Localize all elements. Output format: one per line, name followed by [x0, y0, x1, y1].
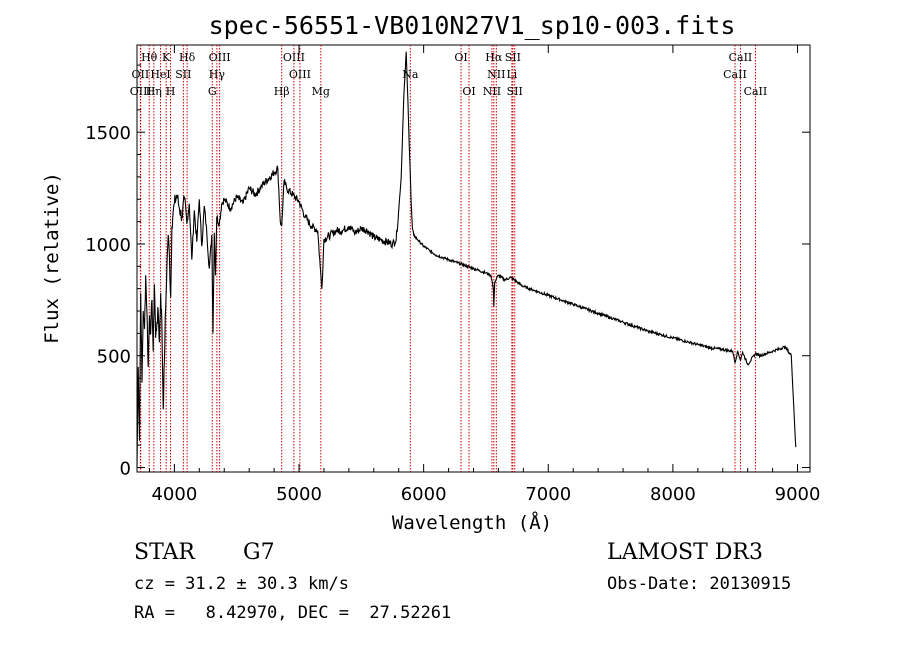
- y-axis-label: Flux (relative): [41, 172, 63, 344]
- spectral-line-label: CaII: [729, 51, 753, 64]
- spectral-line-label: Hβ: [274, 85, 290, 98]
- object-class: STAR: [134, 540, 195, 565]
- obs-date-text: Obs-Date: 20130915: [607, 574, 792, 594]
- spectral-line-label: G: [208, 85, 217, 98]
- coordinates-text: RA = 8.42970, DEC = 27.52261: [134, 603, 452, 623]
- survey-name: LAMOST DR3: [607, 540, 763, 565]
- x-tick-label: 9000: [775, 484, 821, 505]
- spectral-line-label: NII: [483, 85, 501, 98]
- spectral-lines: [139, 45, 756, 472]
- spectral-line-label: Mg: [312, 85, 330, 98]
- spectral-line-label: Hη: [146, 85, 162, 98]
- spectral-line-label: Hα: [485, 51, 503, 64]
- spectral-line-label: Hθ: [141, 51, 158, 64]
- axis-ticks: 4000 5000 6000 7000 8000 9000 0 500 1000 1500: [85, 45, 820, 505]
- x-tick-label: 8000: [650, 484, 696, 505]
- redshift-text: cz = 31.2 ± 30.3 km/s: [134, 574, 349, 594]
- spectral-line-label: HeI: [150, 68, 170, 81]
- spectral-line-label: K: [162, 51, 171, 64]
- spectral-line-label: SII: [175, 68, 191, 81]
- spectral-line-label: OIII: [209, 51, 231, 64]
- spectral-line-label: SII: [507, 85, 523, 98]
- x-tick-label: 7000: [525, 484, 571, 505]
- x-tick-label: 4000: [151, 484, 197, 505]
- spectral-line-label: OII: [132, 68, 150, 81]
- x-tick-label: 5000: [276, 484, 322, 505]
- spectral-line-label: SII: [505, 51, 521, 64]
- spectral-line-label: OIII: [289, 68, 311, 81]
- spectral-line-label: CaII: [744, 85, 768, 98]
- y-tick-label: 1500: [85, 123, 131, 144]
- plot-frame: [136, 44, 811, 473]
- spectral-line-label: OIII: [283, 51, 305, 64]
- y-tick-label: 500: [97, 347, 131, 368]
- spectrum-line: [136, 51, 797, 468]
- spectral-line-label: OI: [462, 85, 475, 98]
- spectral-line-label: H: [166, 85, 176, 98]
- spectral-line-label: Hδ: [179, 51, 196, 64]
- spectral-line-label: NII: [487, 68, 505, 81]
- spectral-line-label: Hγ: [209, 68, 226, 81]
- x-axis-label: Wavelength (Å): [392, 511, 552, 534]
- y-tick-label: 0: [120, 459, 131, 480]
- object-subclass: G7: [243, 540, 275, 565]
- chart-title: spec-56551-VB010N27V1_sp10-003.fits: [209, 11, 736, 40]
- spectral-line-label: CaII: [723, 68, 747, 81]
- x-tick-label: 6000: [401, 484, 447, 505]
- spectral-line-label: OI: [454, 51, 467, 64]
- y-tick-label: 1000: [85, 235, 131, 256]
- spectral-line-label: OIII: [130, 85, 152, 98]
- spectral-line-label: Li: [506, 68, 517, 81]
